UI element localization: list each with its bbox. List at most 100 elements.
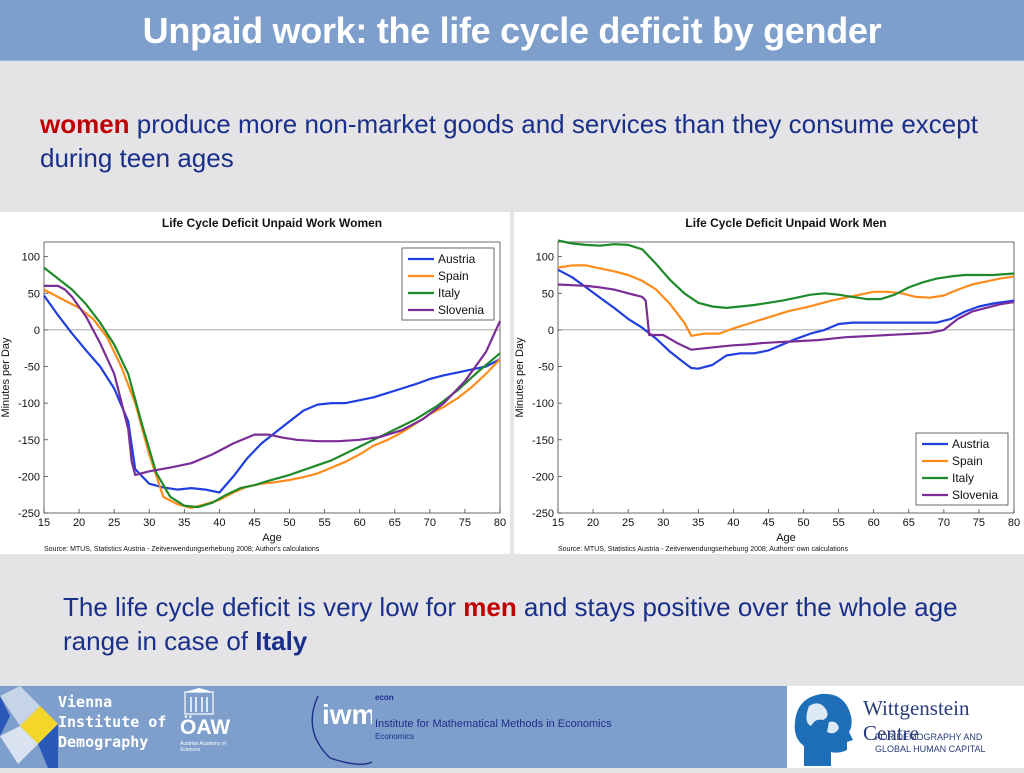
intro-rest: produce more non-market goods and servic… — [40, 109, 978, 173]
men-plot-area — [557, 241, 1015, 514]
chart-men-svg: Life Cycle Deficit Unpaid Work Men 100 50 0… — [514, 216, 1020, 553]
wittgenstein-logo: Wittgenstein Centre FOR DEMOGRAPHY AND G… — [787, 686, 1024, 768]
oaw-subtitle: Austrian Academy of Sciences — [180, 741, 226, 753]
women-x-tick-label: 55 — [318, 517, 330, 529]
women-plot-area — [43, 241, 501, 514]
women-y-tick-label: -200 — [18, 471, 40, 483]
women-x-tick-label: 20 — [73, 517, 85, 529]
women-source-note: Source: MTUS, Statistics Austria - Zeitv… — [44, 546, 320, 553]
men-source-note: Source: MTUS, Statistics Austria - Zeitv… — [558, 546, 849, 553]
building-icon — [184, 688, 214, 715]
women-y-tick-label: -150 — [18, 435, 40, 447]
women-series-italy — [43, 266, 501, 509]
men-series-spain — [557, 264, 1015, 337]
title-bar: Unpaid work: the life cycle deficit by g… — [0, 0, 1024, 61]
men-y-tick-label: -150 — [532, 435, 554, 447]
vid-name: Vienna Institute of Demography — [58, 692, 166, 752]
women-series-slovenia — [44, 284, 502, 476]
chart-women-svg: Life Cycle Deficit Unpaid Work Women 100 5… — [0, 216, 506, 553]
econ-institute: Institute for Mathematical Methods in Ec… — [375, 718, 612, 730]
men-x-tick-label: 75 — [973, 517, 985, 529]
men-y-tick-label: -50 — [538, 362, 554, 374]
women-x-tick-label: 35 — [178, 517, 190, 529]
intro-text: women produce more non-market goods and … — [40, 107, 1000, 175]
women-chart-title: Life Cycle Deficit Unpaid Work Women — [162, 216, 382, 230]
men-legend-label: Slovenia — [952, 488, 998, 502]
women-x-tick-label: 30 — [143, 517, 155, 529]
wc-title: Wittgenstein Centre — [863, 696, 970, 745]
iwm-swoosh-icon: iwm — [311, 695, 372, 765]
men-series-italy — [557, 239, 1015, 309]
women-x-tick-label: 80 — [494, 517, 506, 529]
men-series-austria — [557, 268, 1015, 370]
women-y-tick-label: 50 — [28, 288, 40, 300]
chart-women: Life Cycle Deficit Unpaid Work Women 100 5… — [0, 212, 510, 554]
men-x-tick-label: 45 — [762, 517, 774, 529]
men-x-tick-label: 65 — [903, 517, 915, 529]
men-y-tick-label: -100 — [532, 398, 554, 410]
vid-line2: Institute of — [58, 713, 167, 731]
women-x-tick-label: 65 — [389, 517, 401, 529]
oaw-name: ÖAW — [180, 716, 231, 739]
conclusion-highlight: men — [463, 592, 517, 622]
women-x-axis-label: Age — [262, 532, 282, 544]
vid-line3: Demography — [58, 733, 149, 751]
men-legend-label: Italy — [952, 471, 974, 485]
women-legend-label: Slovenia — [438, 303, 484, 317]
men-x-axis-label: Age — [776, 532, 796, 544]
econ-label: econ — [375, 693, 394, 702]
conclusion-part2: and stays positive over the whole age ra… — [63, 592, 958, 656]
men-x-tick-label: 70 — [938, 517, 950, 529]
women-x-tick-label: 50 — [283, 517, 295, 529]
men-x-tick-label: 25 — [622, 517, 634, 529]
men-x-tick-label: 15 — [552, 517, 564, 529]
vid-logo: Vienna Institute of Demography — [0, 686, 170, 768]
women-x-tick-label: 60 — [354, 517, 366, 529]
men-x-tick-label: 50 — [797, 517, 809, 529]
women-y-tick-label: -100 — [18, 398, 40, 410]
women-x-tick-label: 70 — [424, 517, 436, 529]
women-x-tick-label: 25 — [108, 517, 120, 529]
iwm-logo-text: iwm — [322, 699, 372, 730]
men-x-tick-label: 55 — [832, 517, 844, 529]
women-y-tick-label: -250 — [18, 508, 40, 520]
conclusion-part1: The life cycle deficit is very low for — [63, 592, 464, 622]
women-legend-label: Austria — [438, 252, 476, 266]
men-x-tick-label: 80 — [1008, 517, 1020, 529]
women-y-tick-label: 100 — [22, 252, 40, 264]
women-x-tick-label: 40 — [213, 517, 225, 529]
slide-title: Unpaid work: the life cycle deficit by g… — [142, 10, 882, 51]
vid-line1: Vienna — [58, 693, 113, 711]
men-y-tick-label: 0 — [548, 325, 554, 337]
econ-dept: Economics — [375, 732, 415, 741]
men-y-tick-label: 50 — [542, 288, 554, 300]
men-x-tick-label: 40 — [727, 517, 739, 529]
women-x-tick-label: 75 — [459, 517, 471, 529]
women-x-tick-label: 45 — [248, 517, 260, 529]
footer: Vienna Institute of Demography ÖAW Austr… — [0, 686, 1024, 768]
conclusion-bold: Italy — [255, 626, 308, 656]
women-y-axis-label: Minutes per Day — [0, 337, 12, 418]
head-globe-icon — [794, 693, 853, 766]
women-legend-label: Spain — [438, 269, 469, 283]
men-x-tick-label: 35 — [692, 517, 704, 529]
oaw-logo: ÖAW Austrian Academy of Sciences — [176, 686, 232, 768]
women-y-tick-label: 0 — [34, 325, 40, 337]
men-y-axis-label: Minutes per Day — [514, 337, 526, 418]
men-legend-label: Spain — [952, 454, 983, 468]
wc-subtitle: FOR DEMOGRAPHY AND GLOBAL HUMAN CAPITAL — [875, 731, 986, 755]
men-series-slovenia — [557, 283, 1015, 351]
women-series-spain — [43, 288, 501, 509]
men-chart-title: Life Cycle Deficit Unpaid Work Men — [685, 216, 886, 230]
wc-sub2: GLOBAL HUMAN CAPITAL — [875, 744, 986, 754]
conclusion-text: The life cycle deficit is very low for m… — [63, 590, 1003, 658]
men-y-tick-label: 100 — [536, 252, 554, 264]
men-legend-label: Austria — [952, 437, 990, 451]
men-x-tick-label: 30 — [657, 517, 669, 529]
intro-highlight: women — [40, 109, 130, 139]
women-legend-label: Italy — [438, 286, 460, 300]
women-series-austria — [43, 294, 501, 494]
women-y-tick-label: -50 — [24, 362, 40, 374]
chart-men: Life Cycle Deficit Unpaid Work Men 100 50 0… — [514, 212, 1024, 554]
men-x-tick-label: 60 — [868, 517, 880, 529]
